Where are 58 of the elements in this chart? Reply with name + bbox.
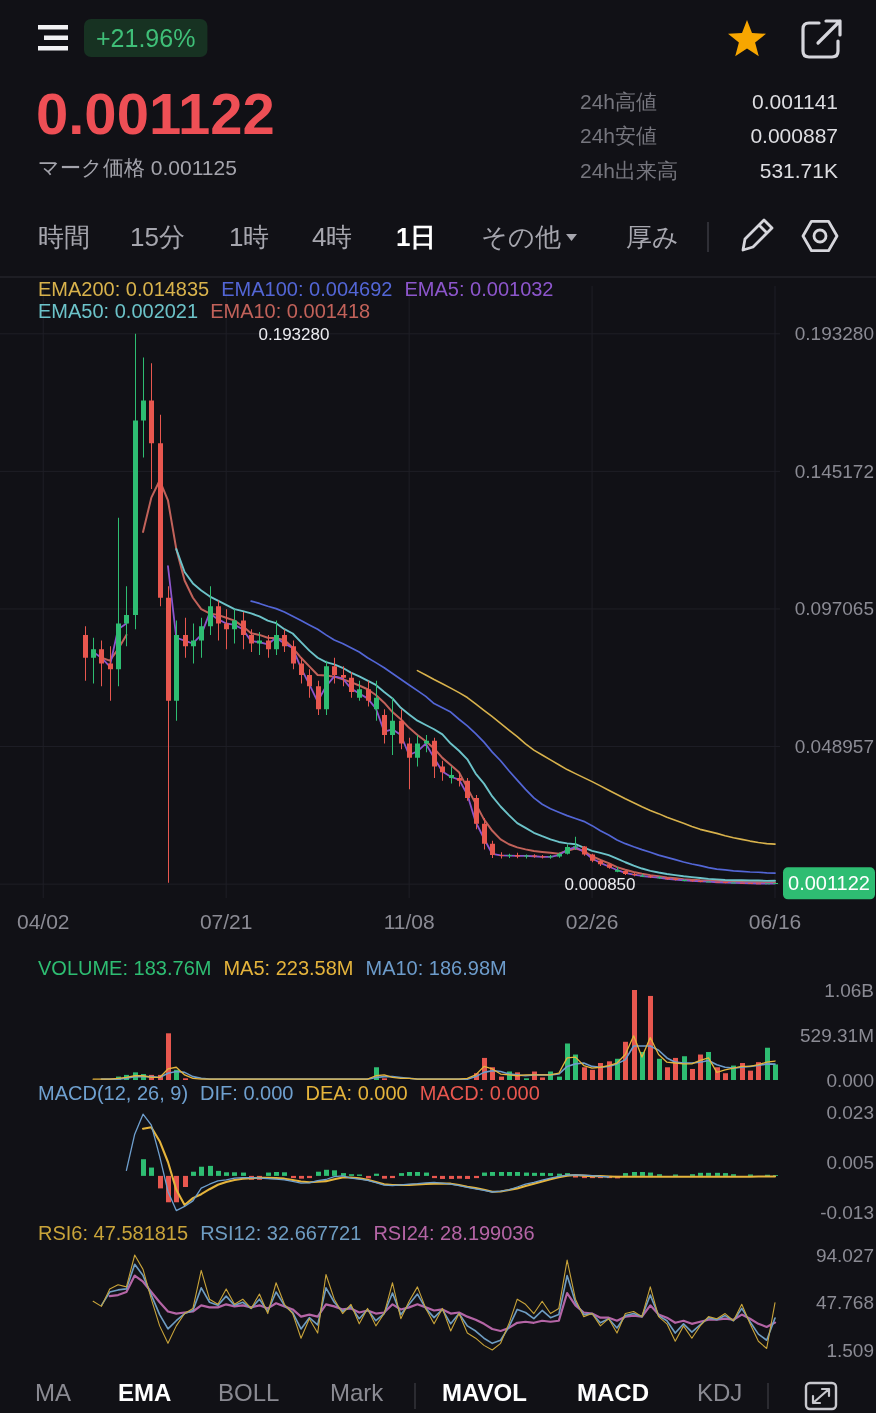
x-tick-label: 02/26 [565, 910, 619, 933]
y-tick-label: 1.509 [826, 1339, 874, 1361]
text: MACD [577, 1379, 649, 1406]
y-tick-label: 0.005 [826, 1151, 874, 1173]
x-tick-label: 06/16 [748, 910, 802, 933]
y-tick-label: 529.31M [800, 1024, 874, 1046]
text: MACD: 0.000 [419, 1082, 540, 1104]
text: MA [35, 1379, 71, 1406]
text: マーク価格 0.001125 [38, 156, 237, 179]
y-tick-label: 0.097065 [794, 598, 874, 620]
annotation: 0.000850 [564, 875, 636, 895]
text: 24h高値 [580, 90, 658, 113]
text: その他 [481, 222, 561, 252]
text: RSI24: 28.199036 [373, 1222, 535, 1244]
text: MA10: 186.98M [365, 957, 507, 979]
text: EMA100: 0.004692 [221, 278, 393, 300]
x-tick-label: 11/08 [383, 910, 435, 933]
y-tick-label: 0.023 [826, 1101, 874, 1123]
y-tick-label: 1.06B [824, 979, 874, 1001]
y-tick-label: 0.048957 [794, 736, 874, 758]
text: +21.96% [96, 24, 196, 52]
text: 4時 [312, 222, 353, 252]
y-tick-label: 0.000 [826, 1069, 874, 1091]
text: EMA50: 0.002021 [38, 300, 199, 322]
text: 厚み [626, 222, 679, 252]
text: KDJ [697, 1379, 743, 1406]
x-tick-label: 07/21 [199, 910, 253, 933]
y-tick-label: 47.768 [815, 1292, 874, 1313]
text: RSI12: 32.667721 [200, 1222, 362, 1244]
text: EMA200: 0.014835 [38, 278, 210, 300]
text: 時間 [38, 222, 90, 252]
y-tick-label: 94.027 [815, 1244, 874, 1266]
text: Mark [330, 1379, 385, 1406]
text: EMA [118, 1379, 172, 1406]
text: 15分 [130, 222, 185, 252]
text: 1日 [396, 222, 437, 252]
x-tick-label: 04/02 [16, 910, 70, 933]
y-tick-label: -0.013 [820, 1201, 874, 1223]
text: EMA10: 0.001418 [210, 300, 371, 322]
text: MAVOL [442, 1379, 527, 1406]
text: 0.000887 [750, 124, 838, 147]
annotation: 0.193280 [258, 324, 330, 344]
text: 0.001141 [751, 90, 838, 113]
text: 24h安値 [580, 124, 658, 147]
text: 24h出来高 [580, 159, 679, 182]
text: 1時 [229, 222, 270, 252]
text: 531.71K [759, 159, 838, 182]
text: EMA5: 0.001032 [404, 278, 554, 300]
chart-title: MACD(12, 26, 9) [38, 1082, 189, 1104]
text: VOLUME: 183.76M [38, 957, 212, 979]
text: DIF: 0.000 [200, 1082, 294, 1104]
y-tick-label: 0.193280 [794, 323, 874, 345]
text: DEA: 0.000 [305, 1082, 408, 1104]
text: MA5: 223.58M [223, 957, 354, 979]
y-tick-label: 0.145172 [794, 460, 874, 482]
text: BOLL [218, 1379, 280, 1406]
series-label: RSI6: 47.581815 [38, 1222, 189, 1244]
text: 0.001122 [36, 81, 275, 146]
